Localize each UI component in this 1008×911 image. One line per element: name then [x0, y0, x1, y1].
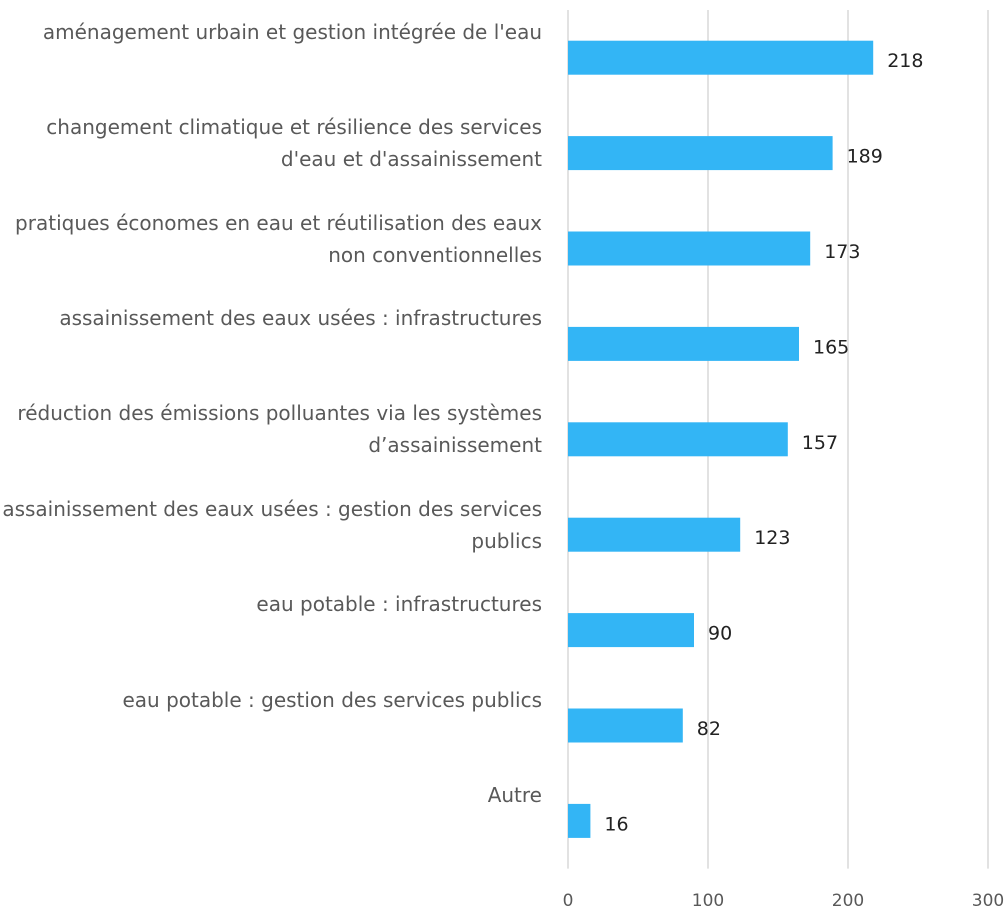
bar: [568, 613, 694, 648]
bar: [568, 422, 788, 457]
bar: [568, 326, 799, 361]
category-label: eau potable : infrastructures: [256, 592, 542, 617]
value-label: 218: [887, 50, 923, 72]
bar: [568, 136, 833, 171]
category-label: aménagement urbain et gestion intégrée d…: [42, 19, 542, 44]
category-label: changement climatique et résilience des …: [46, 115, 542, 172]
category-label: assainissement des eaux usées : gestion …: [2, 496, 542, 553]
bar: [568, 40, 874, 75]
x-tick-label: 0: [563, 891, 574, 911]
bar: [568, 708, 683, 743]
value-label: 173: [824, 241, 860, 263]
category-label: assainissement des eaux usées : infrastr…: [59, 305, 542, 330]
value-label: 157: [802, 432, 838, 454]
value-label: 82: [697, 718, 721, 740]
category-label: eau potable : gestion des services publi…: [122, 687, 542, 712]
x-tick-label: 300: [972, 891, 1004, 911]
value-label: 189: [847, 146, 883, 168]
x-tick-label: 100: [692, 891, 724, 911]
bar: [568, 231, 811, 266]
x-tick-label: 200: [832, 891, 864, 911]
bar: [568, 803, 591, 838]
value-label: 165: [813, 336, 849, 358]
category-label: pratiques économes en eau et réutilisati…: [15, 210, 542, 267]
bar: [568, 517, 741, 552]
category-label: Autre: [487, 782, 542, 807]
category-label: réduction des émissions polluantes via l…: [17, 401, 542, 458]
value-label: 90: [708, 623, 732, 645]
value-label: 123: [754, 527, 790, 549]
value-label: 16: [604, 813, 628, 835]
